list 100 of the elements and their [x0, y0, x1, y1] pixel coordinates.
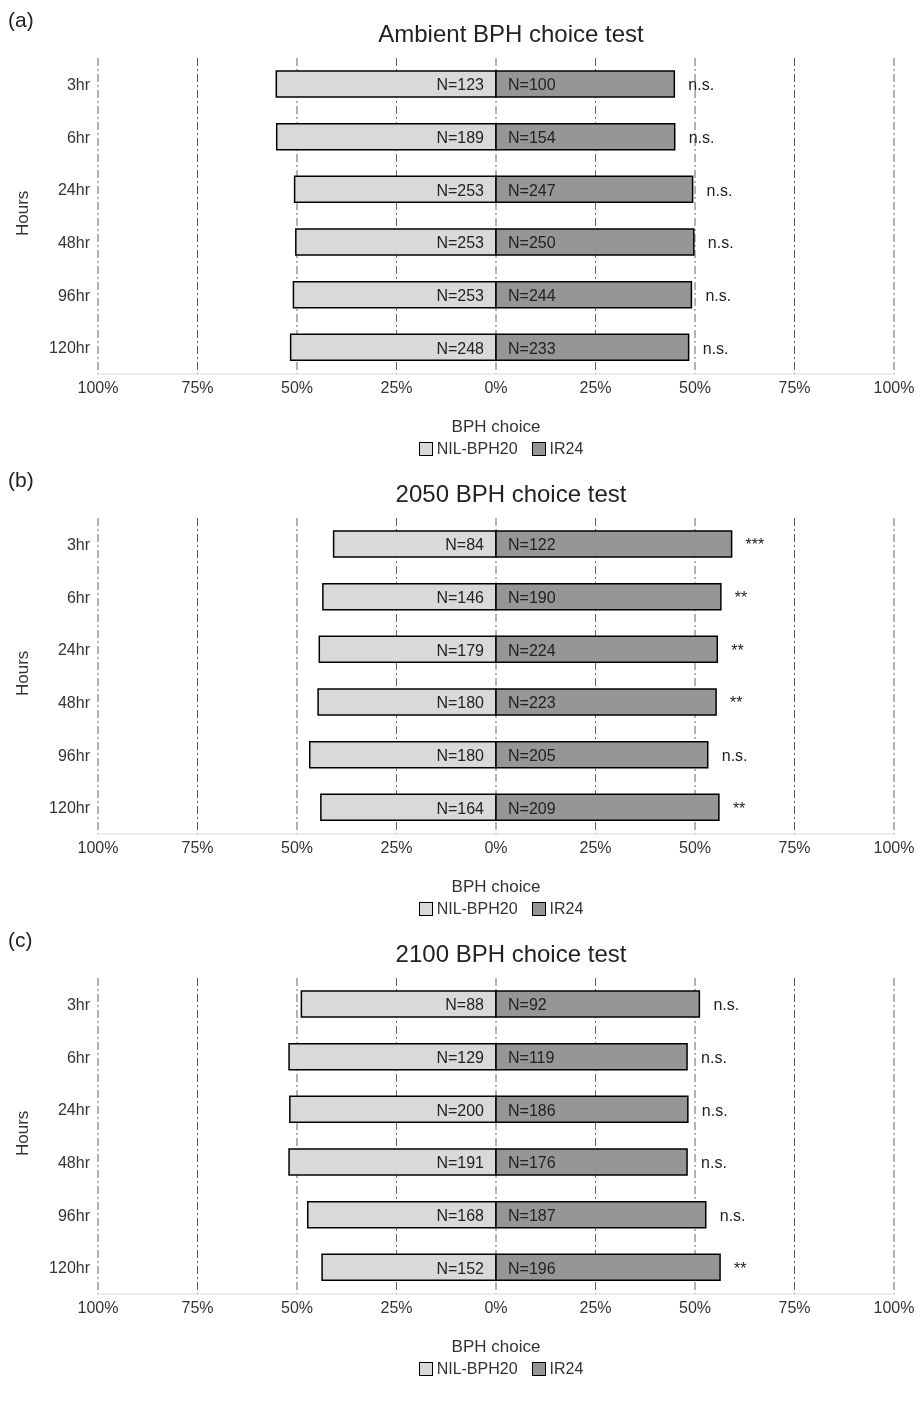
x-tick-label: 75% — [778, 839, 811, 857]
annotation: N=209 — [508, 799, 556, 817]
x-tick-label: 100% — [77, 839, 119, 857]
annotation: N=247 — [508, 181, 556, 199]
y-tick-label: 96hr — [57, 286, 91, 304]
annotation: N=253 — [436, 234, 485, 252]
annotation: N=146 — [436, 589, 485, 606]
annotation: N=152 — [436, 1259, 485, 1277]
annotation: N=179 — [436, 641, 485, 659]
x-tick-label: 50% — [280, 839, 314, 857]
chart-title: Ambient BPH choice test — [377, 19, 645, 48]
annotation: n.s. — [688, 129, 715, 146]
annotation: N=200 — [436, 1101, 485, 1119]
x-tick-label: 75% — [181, 379, 214, 397]
annotation: N=196 — [508, 1259, 556, 1277]
annotation: N=233 — [508, 339, 556, 357]
annotation: N=253 — [436, 181, 485, 199]
annotation: N=248 — [436, 339, 485, 357]
annotation: n.s. — [713, 996, 740, 1014]
x-tick-label: 25% — [579, 839, 612, 857]
annotation: N=100 — [508, 76, 556, 94]
x-tick-label: 0% — [484, 379, 508, 397]
annotation: N=224 — [508, 641, 556, 659]
y-tick-label: 3hr — [66, 76, 91, 94]
annotation: n.s. — [701, 1101, 728, 1119]
annotation: N=123 — [436, 76, 485, 94]
legend-label: NIL-BPH20 — [436, 900, 518, 918]
x-axis-title: BPH choice — [451, 1337, 541, 1356]
x-tick-label: 100% — [77, 1299, 119, 1317]
y-tick-label: 120hr — [49, 799, 91, 817]
x-tick-label: 50% — [678, 1299, 712, 1317]
y-tick-label: 6hr — [66, 588, 91, 606]
x-tick-label: 75% — [778, 1299, 811, 1317]
legend-label: IR24 — [549, 1360, 584, 1378]
annotation: ** — [734, 589, 748, 606]
annotation: ** — [730, 694, 743, 712]
annotation: n.s. — [706, 181, 733, 199]
annotation: N=244 — [508, 287, 556, 304]
text: (b) — [8, 468, 34, 492]
legend-label: NIL-BPH20 — [436, 1360, 518, 1378]
x-tick-label: 25% — [380, 379, 413, 397]
y-tick-label: 96hr — [57, 746, 91, 764]
annotation: N=84 — [445, 536, 485, 554]
x-tick-label: 75% — [181, 839, 214, 857]
x-tick-label: 0% — [484, 1299, 508, 1317]
x-tick-label: 0% — [484, 839, 508, 857]
annotation: N=205 — [508, 747, 556, 764]
annotation: N=223 — [508, 694, 556, 712]
x-tick-label: 50% — [678, 839, 712, 857]
annotation: ** — [734, 1259, 747, 1277]
x-tick-label: 50% — [678, 379, 712, 397]
x-tick-label: 50% — [280, 1299, 314, 1317]
annotation: N=186 — [508, 1101, 556, 1119]
annotation: N=250 — [508, 234, 556, 252]
annotation: n.s. — [701, 1154, 727, 1172]
annotation: ** — [731, 641, 744, 659]
chart-title: 2100 BPH choice test — [394, 939, 628, 968]
annotation: N=189 — [436, 129, 485, 146]
y-tick-label: 24hr — [57, 181, 91, 199]
y-tick-label: 120hr — [49, 1259, 91, 1277]
annotation: n.s. — [705, 287, 732, 304]
text: (a) — [8, 8, 34, 32]
y-axis-title: Hours — [13, 1110, 33, 1156]
annotation: N=122 — [508, 536, 556, 554]
legend-label: IR24 — [549, 900, 584, 918]
x-tick-label: 100% — [77, 379, 119, 397]
y-axis-title: Hours — [13, 650, 33, 696]
annotation: N=154 — [508, 129, 556, 146]
x-tick-label: 100% — [873, 1299, 915, 1317]
x-axis-title: BPH choice — [451, 877, 541, 896]
annotation: n.s. — [702, 339, 729, 357]
text: (c) — [8, 928, 33, 952]
x-tick-label: 75% — [181, 1299, 214, 1317]
x-tick-label: 75% — [778, 379, 811, 397]
annotation: n.s. — [701, 1049, 727, 1066]
annotation: n.s. — [721, 747, 748, 764]
annotation: N=92 — [508, 996, 547, 1014]
annotation: N=129 — [436, 1049, 485, 1066]
annotation: n.s. — [707, 234, 734, 252]
annotation: N=191 — [436, 1154, 485, 1172]
x-tick-label: 25% — [380, 1299, 413, 1317]
annotation: N=253 — [436, 287, 485, 304]
annotation: *** — [745, 536, 765, 554]
annotation: N=176 — [508, 1154, 556, 1172]
x-tick-label: 50% — [280, 379, 314, 397]
chart-title: 2050 BPH choice test — [394, 479, 628, 508]
legend-label: IR24 — [549, 440, 584, 458]
y-tick-label: 3hr — [66, 536, 91, 554]
y-tick-label: 96hr — [57, 1206, 91, 1224]
x-tick-label: 25% — [579, 379, 612, 397]
annotation: n.s. — [688, 76, 715, 94]
annotation: N=168 — [436, 1207, 485, 1224]
y-tick-label: 120hr — [49, 339, 91, 357]
x-tick-label: 25% — [380, 839, 413, 857]
legend-label: NIL-BPH20 — [436, 440, 518, 458]
annotation: N=119 — [508, 1049, 555, 1066]
x-axis-title: BPH choice — [451, 417, 541, 436]
annotation: ** — [732, 799, 746, 817]
annotation: N=190 — [508, 589, 556, 606]
y-tick-label: 3hr — [66, 996, 91, 1014]
